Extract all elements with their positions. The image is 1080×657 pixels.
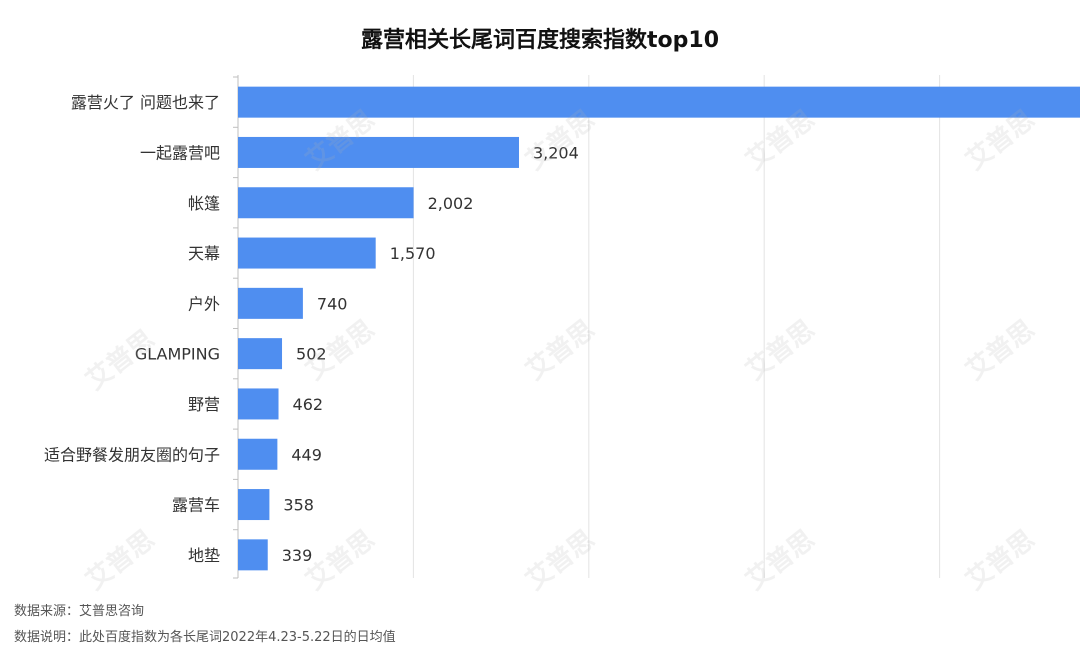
- category-label: 地垫: [188, 546, 220, 565]
- bar: [238, 338, 283, 370]
- category-label: 野营: [188, 395, 220, 414]
- value-label: 2,002: [428, 194, 474, 213]
- category-label: 户外: [188, 294, 220, 313]
- value-label: 3,204: [533, 143, 579, 162]
- value-label: 358: [283, 496, 314, 515]
- category-label: 适合野餐发朋友圈的句子: [44, 445, 220, 464]
- value-label: 339: [282, 546, 313, 565]
- category-label: 一起露营吧: [140, 143, 220, 162]
- value-label: 502: [296, 345, 327, 364]
- bar: [238, 489, 270, 521]
- bar: [238, 438, 278, 470]
- data-description-note: 数据说明：此处百度指数为各长尾词2022年4.23-5.22日的日均值: [14, 630, 396, 645]
- data-source-note: 数据来源：艾普思咨询: [14, 604, 145, 619]
- bar: [238, 136, 519, 168]
- category-label: 天幕: [188, 244, 220, 263]
- category-label: GLAMPING: [135, 345, 220, 364]
- category-label: 帐篷: [188, 194, 220, 213]
- bar: [238, 86, 1080, 118]
- bar: [238, 539, 268, 571]
- bar: [238, 287, 303, 319]
- bar: [238, 388, 279, 420]
- category-label: 露营火了 问题也来了: [71, 93, 220, 112]
- value-label: 462: [293, 395, 324, 414]
- category-label: 露营车: [172, 496, 220, 515]
- value-label: 740: [317, 294, 348, 313]
- bar: [238, 237, 376, 269]
- chart-title: 露营相关长尾词百度搜索指数top10: [361, 28, 719, 53]
- value-label: 1,570: [390, 244, 436, 263]
- bar: [238, 187, 414, 219]
- value-label: 449: [291, 445, 322, 464]
